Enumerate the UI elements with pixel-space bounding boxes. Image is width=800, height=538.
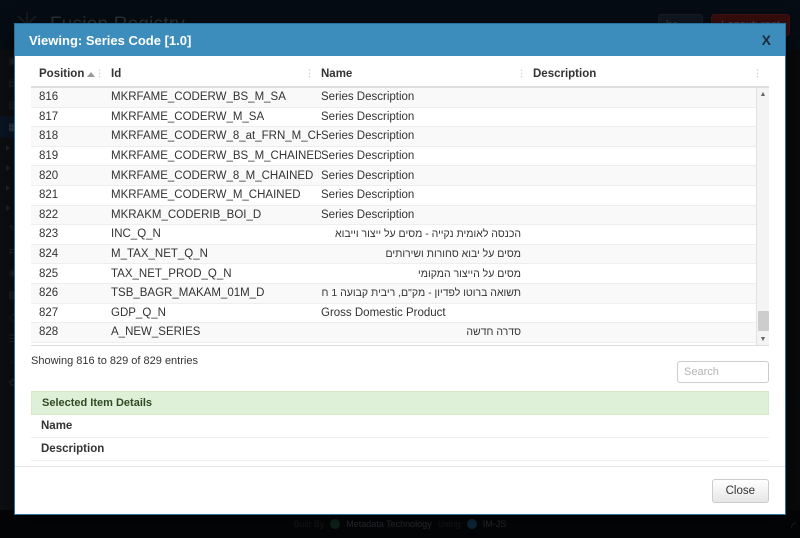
details-row-name: Name bbox=[31, 415, 769, 438]
table-row[interactable]: 826 TSB_BAGR_MAKAM_01M_D תשואה ברוטו לפדיו… bbox=[31, 283, 769, 304]
cell-name: מסים על הייצור המקומי bbox=[418, 267, 521, 280]
scrollbar-thumb[interactable] bbox=[758, 311, 769, 331]
table-row[interactable]: 816 MKRFAME_CODERW_BS_M_SA Series Descript… bbox=[31, 88, 769, 108]
showing-entries-text: Showing 816 to 829 of 829 entries bbox=[31, 355, 198, 367]
sort-ascending-icon bbox=[87, 72, 95, 77]
cell-id: MKRFAME_CODERW_M_SA bbox=[111, 110, 265, 123]
column-header-name[interactable]: Name ⋮ bbox=[321, 68, 533, 80]
column-label-name: Name bbox=[321, 68, 353, 80]
table-row[interactable]: 817 MKRFAME_CODERW_M_SA Series Description bbox=[31, 108, 769, 128]
cell-name: Series Description bbox=[321, 110, 415, 123]
table-row[interactable]: 819 MKRFAME_CODERW_BS_M_CHAINED Series Des… bbox=[31, 147, 769, 167]
cell-name: סדרה חדשה bbox=[466, 326, 521, 339]
table-scrollbar[interactable]: ▲ ▼ bbox=[756, 88, 769, 345]
table-row[interactable]: 828 A_NEW_SERIES סדרה חדשה bbox=[31, 323, 769, 343]
cell-position: 823 bbox=[39, 228, 59, 241]
column-label-description: Description bbox=[533, 68, 597, 80]
close-x-icon[interactable]: X bbox=[761, 32, 771, 48]
cell-name: Series Description bbox=[321, 208, 415, 221]
column-header-id[interactable]: Id ⋮ bbox=[111, 68, 321, 80]
cell-position: 818 bbox=[39, 130, 59, 143]
column-resize-handle[interactable]: ⋮ bbox=[95, 68, 104, 78]
scroll-down-arrow-icon[interactable]: ▼ bbox=[757, 333, 769, 345]
details-row-description: Description bbox=[31, 438, 769, 461]
table-row[interactable]: 824 M_TAX_NET_Q_N מסים על יבוא סחורות ושיר… bbox=[31, 244, 769, 265]
scroll-up-arrow-icon[interactable]: ▲ bbox=[757, 88, 769, 100]
table-header-row: Position ⋮ Id ⋮ Name ⋮ Description ⋮ bbox=[31, 68, 769, 88]
cell-name: Gross Domestic Product bbox=[321, 306, 446, 319]
table-row[interactable]: 818 MKRFAME_CODERW_8_at_FRN_M_CHAINEDSeri… bbox=[31, 127, 769, 147]
table-body: 816 MKRFAME_CODERW_BS_M_SA Series Descript… bbox=[31, 88, 769, 345]
table-row[interactable]: 823 INC_Q_N הכנסה לאומית נקייה - מסים על י… bbox=[31, 225, 769, 245]
cell-id: TSB_BAGR_MAKAM_01M_D bbox=[111, 287, 265, 300]
cell-id: MKRFAME_CODERW_BS_M_CHAINED bbox=[111, 150, 321, 163]
cell-name: Series Description bbox=[321, 150, 415, 163]
modal-footer: Close bbox=[15, 466, 785, 514]
cell-position: 820 bbox=[39, 169, 59, 182]
cell-id: MKRFAME_CODERW_8_at_FRN_M_CHAINED bbox=[111, 130, 321, 143]
column-resize-handle[interactable]: ⋮ bbox=[305, 68, 314, 78]
close-button[interactable]: Close bbox=[711, 478, 769, 503]
cell-id: MKRFAME_CODERW_BS_M_SA bbox=[111, 91, 286, 104]
cell-name: הכנסה לאומית נקייה - מסים על ייצור וייבו… bbox=[335, 228, 521, 241]
cell-position: 819 bbox=[39, 150, 59, 163]
modal-header: Viewing: Series Code [1.0] X bbox=[15, 24, 785, 56]
cell-name: Series Description bbox=[321, 130, 415, 143]
table-row[interactable]: 825 TAX_NET_PROD_Q_N מסים על הייצור המקומי bbox=[31, 264, 769, 284]
viewing-series-code-modal: Viewing: Series Code [1.0] X Position ⋮ … bbox=[14, 23, 786, 515]
table-row[interactable]: 822 MKRAKM_CODERIB_BOI_D Series Descriptio… bbox=[31, 205, 769, 226]
cell-position: 827 bbox=[39, 306, 59, 319]
cell-id: MKRFAME_CODERW_M_CHAINED bbox=[111, 189, 301, 202]
search-input[interactable] bbox=[677, 361, 769, 383]
cell-id: GDP_Q_N bbox=[111, 306, 166, 319]
cell-name: תשואה ברוטו לפדיון - מק"ם, ריבית קבועה 1… bbox=[321, 287, 521, 300]
cell-position: 816 bbox=[39, 91, 59, 104]
cell-position: 828 bbox=[39, 326, 59, 339]
cell-name: Series Description bbox=[321, 189, 415, 202]
column-header-position[interactable]: Position ⋮ bbox=[31, 68, 111, 80]
cell-id: M_TAX_NET_Q_N bbox=[111, 248, 208, 261]
cell-name: Series Description bbox=[321, 91, 415, 104]
cell-id: MKRFAME_CODERW_8_M_CHAINED bbox=[111, 169, 314, 182]
cell-position: 824 bbox=[39, 248, 59, 261]
cell-id: A_NEW_SERIES bbox=[111, 326, 201, 339]
modal-title: Viewing: Series Code [1.0] bbox=[29, 32, 192, 48]
table-scroll-container[interactable]: 816 MKRFAME_CODERW_BS_M_SA Series Descript… bbox=[31, 88, 769, 346]
cell-position: 821 bbox=[39, 189, 59, 202]
selected-item-details-panel: Selected Item Details Name Description bbox=[31, 391, 769, 461]
cell-id: MKRAKM_CODERIB_BOI_D bbox=[111, 208, 262, 221]
column-resize-handle[interactable]: ⋮ bbox=[517, 68, 526, 78]
cell-position: 826 bbox=[39, 287, 59, 300]
table-info-row: Showing 816 to 829 of 829 entries bbox=[31, 355, 769, 383]
cell-position: 822 bbox=[39, 208, 59, 221]
modal-body: Position ⋮ Id ⋮ Name ⋮ Description ⋮ 816… bbox=[15, 56, 785, 466]
cell-id: INC_Q_N bbox=[111, 228, 161, 241]
column-label-id: Id bbox=[111, 68, 122, 80]
column-resize-handle[interactable]: ⋮ bbox=[753, 68, 762, 78]
table-row[interactable]: 821 MKRFAME_CODERW_M_CHAINED Series Descri… bbox=[31, 186, 769, 206]
table-row[interactable]: 820 MKRFAME_CODERW_8_M_CHAINED Series Desc… bbox=[31, 166, 769, 186]
cell-position: 825 bbox=[39, 267, 59, 280]
cell-name: מסים על יבוא סחורות ושירותים bbox=[385, 248, 521, 261]
column-label-position: Position bbox=[39, 68, 85, 80]
cell-id: TAX_NET_PROD_Q_N bbox=[111, 267, 232, 280]
cell-name: Series Description bbox=[321, 169, 415, 182]
table-row[interactable]: 827 GDP_Q_N Gross Domestic Product bbox=[31, 304, 769, 324]
cell-position: 817 bbox=[39, 110, 59, 123]
search-box bbox=[677, 361, 769, 383]
column-header-description[interactable]: Description ⋮ bbox=[533, 68, 769, 80]
details-panel-header: Selected Item Details bbox=[31, 391, 769, 415]
